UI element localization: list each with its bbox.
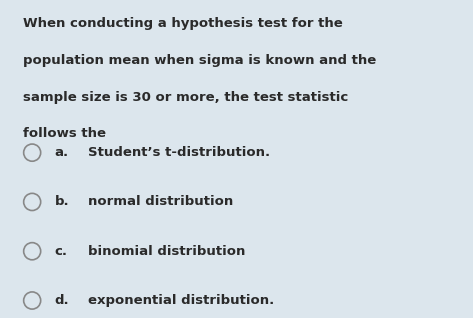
Ellipse shape: [24, 144, 41, 161]
Ellipse shape: [24, 292, 41, 309]
Text: c.: c.: [54, 245, 67, 258]
Ellipse shape: [24, 193, 41, 211]
Text: b.: b.: [54, 196, 69, 208]
Text: d.: d.: [54, 294, 69, 307]
Text: normal distribution: normal distribution: [88, 196, 233, 208]
Text: Student’s t-distribution.: Student’s t-distribution.: [88, 146, 270, 159]
Text: population mean when sigma is known and the: population mean when sigma is known and …: [23, 54, 376, 67]
Text: When conducting a hypothesis test for the: When conducting a hypothesis test for th…: [23, 17, 342, 31]
Ellipse shape: [24, 243, 41, 260]
Text: a.: a.: [54, 146, 69, 159]
Text: exponential distribution.: exponential distribution.: [88, 294, 274, 307]
Text: follows the: follows the: [23, 127, 105, 140]
Text: binomial distribution: binomial distribution: [88, 245, 245, 258]
Text: sample size is 30 or more, the test statistic: sample size is 30 or more, the test stat…: [23, 91, 348, 104]
